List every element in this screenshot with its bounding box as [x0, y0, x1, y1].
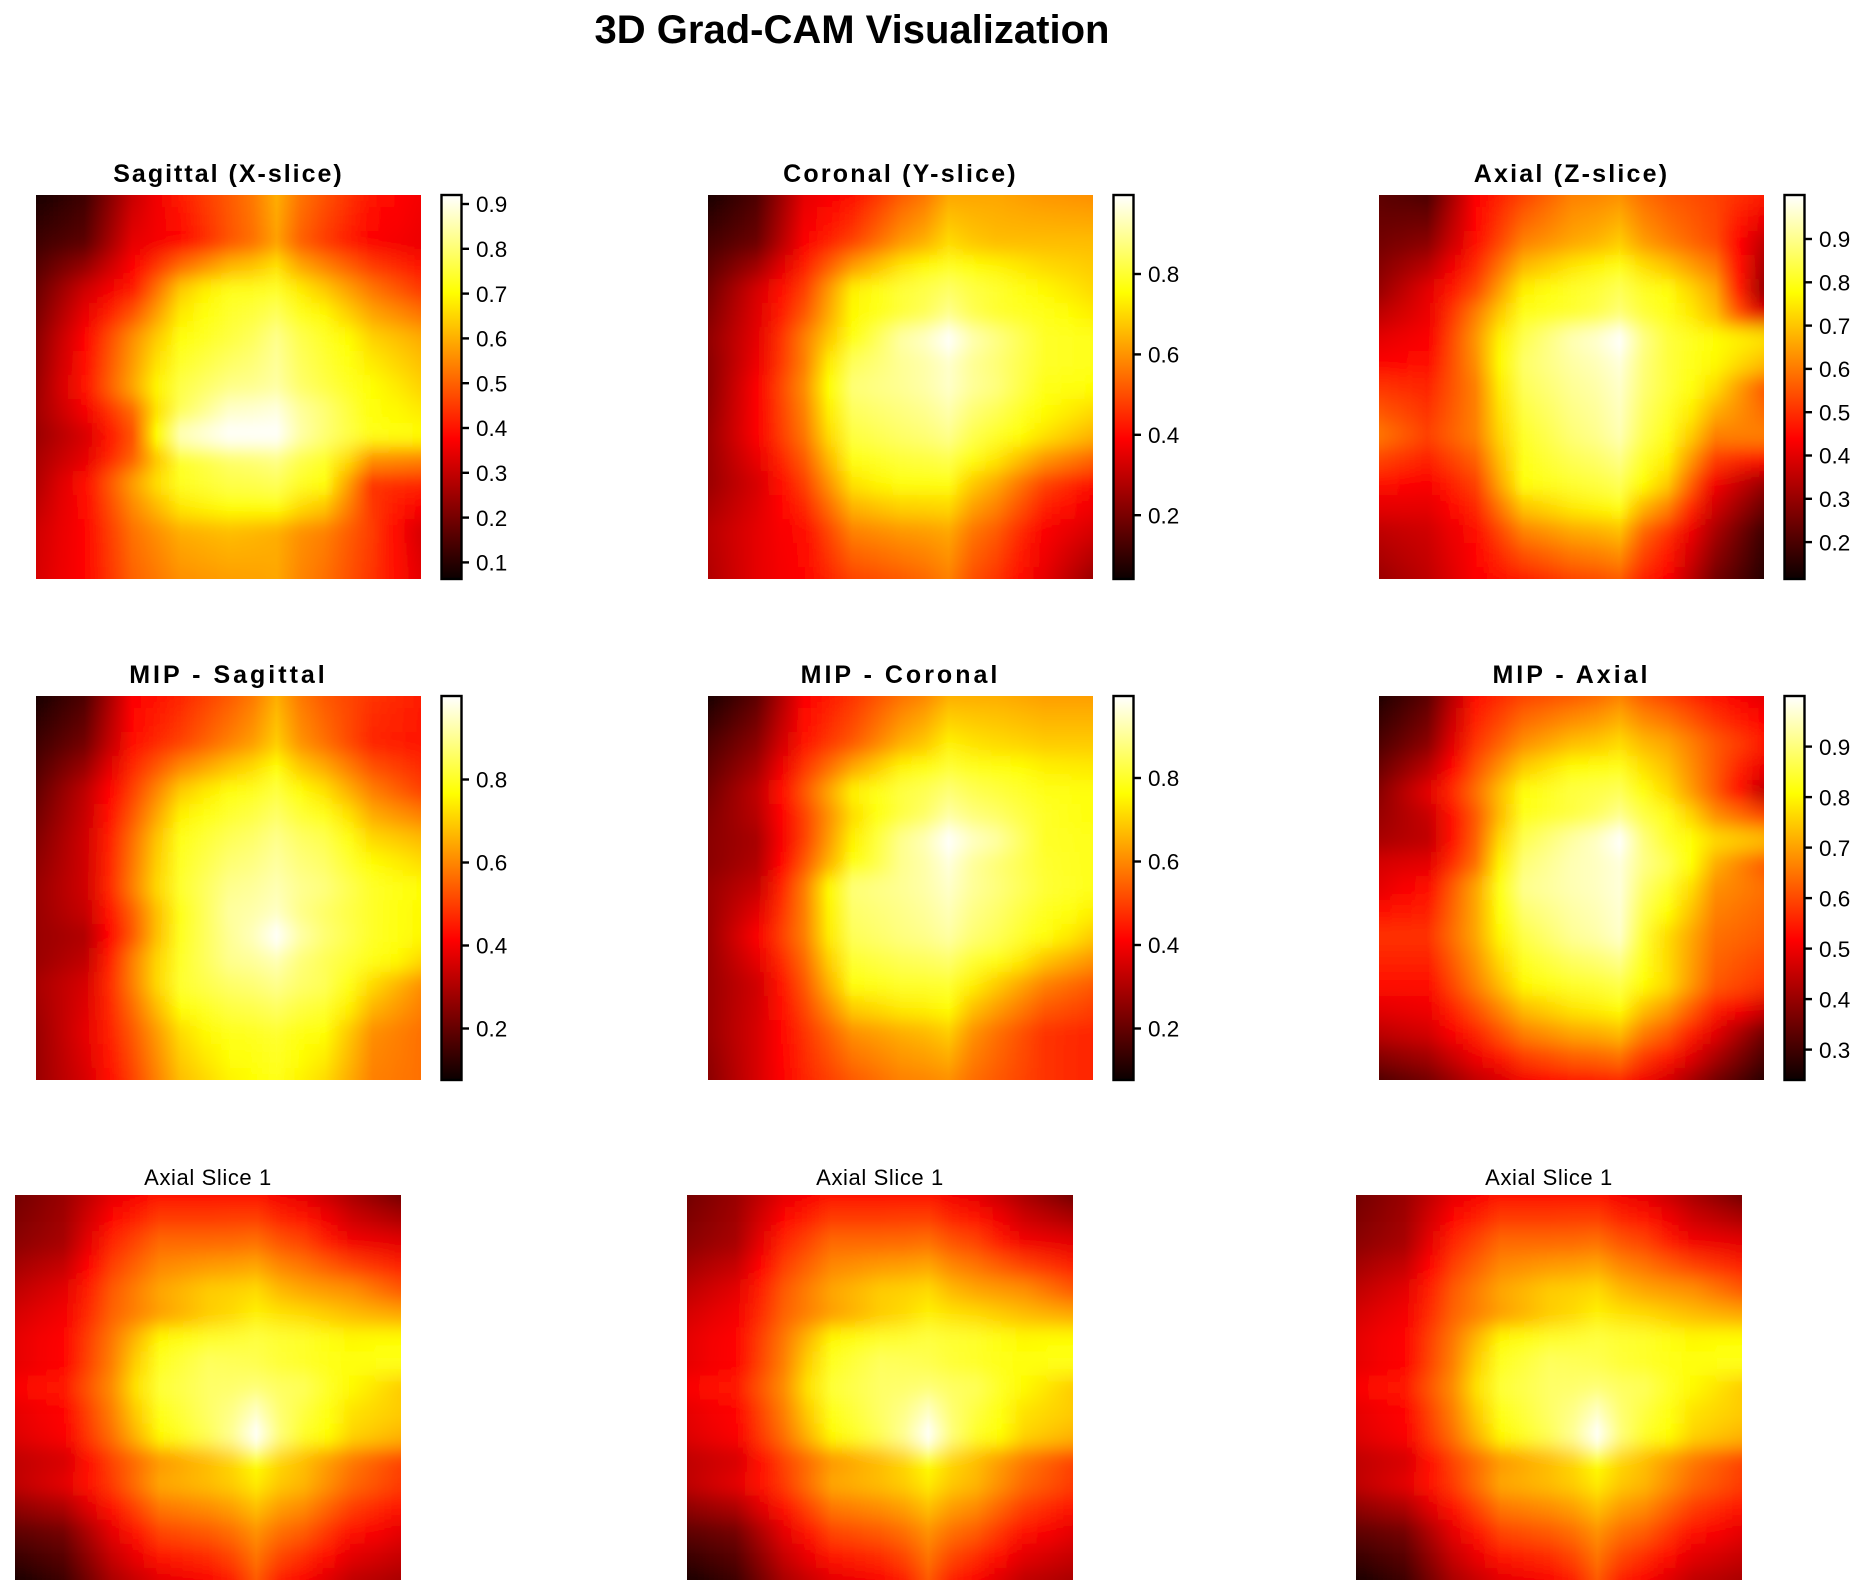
- svg-text:0.5: 0.5: [476, 371, 507, 396]
- svg-text:0.6: 0.6: [1819, 357, 1850, 382]
- svg-text:0.2: 0.2: [1148, 1017, 1179, 1042]
- svg-text:Axial Slice 1: Axial Slice 1: [1485, 1165, 1613, 1190]
- svg-text:0.9: 0.9: [1819, 735, 1850, 760]
- svg-text:MIP - Coronal: MIP - Coronal: [801, 661, 1001, 689]
- svg-text:0.4: 0.4: [1148, 933, 1179, 958]
- svg-text:0.8: 0.8: [1148, 262, 1179, 287]
- svg-text:MIP - Sagittal: MIP - Sagittal: [129, 661, 328, 689]
- svg-text:0.8: 0.8: [1819, 271, 1850, 296]
- svg-text:0.5: 0.5: [1819, 937, 1850, 962]
- svg-text:0.7: 0.7: [476, 282, 507, 307]
- svg-text:0.2: 0.2: [476, 1017, 507, 1042]
- svg-text:Axial Slice 1: Axial Slice 1: [144, 1165, 272, 1190]
- svg-text:0.8: 0.8: [1148, 766, 1179, 791]
- svg-text:Sagittal (X-slice): Sagittal (X-slice): [113, 160, 344, 188]
- svg-text:0.9: 0.9: [1819, 227, 1850, 252]
- svg-text:0.4: 0.4: [476, 416, 507, 441]
- svg-text:0.6: 0.6: [476, 327, 507, 352]
- svg-text:0.5: 0.5: [1819, 400, 1850, 425]
- svg-text:0.6: 0.6: [1819, 886, 1850, 911]
- svg-text:0.9: 0.9: [476, 192, 507, 217]
- svg-text:0.1: 0.1: [476, 551, 507, 576]
- svg-text:Coronal (Y-slice): Coronal (Y-slice): [783, 160, 1018, 188]
- svg-text:0.3: 0.3: [1819, 1038, 1850, 1063]
- svg-text:0.4: 0.4: [1148, 423, 1179, 448]
- svg-text:0.6: 0.6: [1148, 850, 1179, 875]
- svg-text:Axial Slice 1: Axial Slice 1: [816, 1165, 944, 1190]
- svg-text:0.2: 0.2: [476, 506, 507, 531]
- svg-text:3D Grad-CAM Visualization: 3D Grad-CAM Visualization: [595, 8, 1110, 52]
- svg-text:0.7: 0.7: [1819, 836, 1850, 861]
- svg-text:0.4: 0.4: [1819, 987, 1850, 1012]
- svg-text:0.8: 0.8: [1819, 785, 1850, 810]
- svg-text:0.4: 0.4: [1819, 444, 1850, 469]
- svg-text:0.6: 0.6: [1148, 343, 1179, 368]
- svg-text:0.3: 0.3: [476, 461, 507, 486]
- svg-text:0.2: 0.2: [1148, 503, 1179, 528]
- svg-text:Axial (Z-slice): Axial (Z-slice): [1474, 160, 1670, 188]
- svg-text:0.8: 0.8: [476, 768, 507, 793]
- svg-text:MIP - Axial: MIP - Axial: [1492, 661, 1650, 689]
- svg-text:0.8: 0.8: [476, 237, 507, 262]
- svg-text:0.3: 0.3: [1819, 487, 1850, 512]
- svg-text:0.4: 0.4: [476, 934, 507, 959]
- svg-text:0.6: 0.6: [476, 851, 507, 876]
- svg-text:0.2: 0.2: [1819, 530, 1850, 555]
- svg-text:0.7: 0.7: [1819, 314, 1850, 339]
